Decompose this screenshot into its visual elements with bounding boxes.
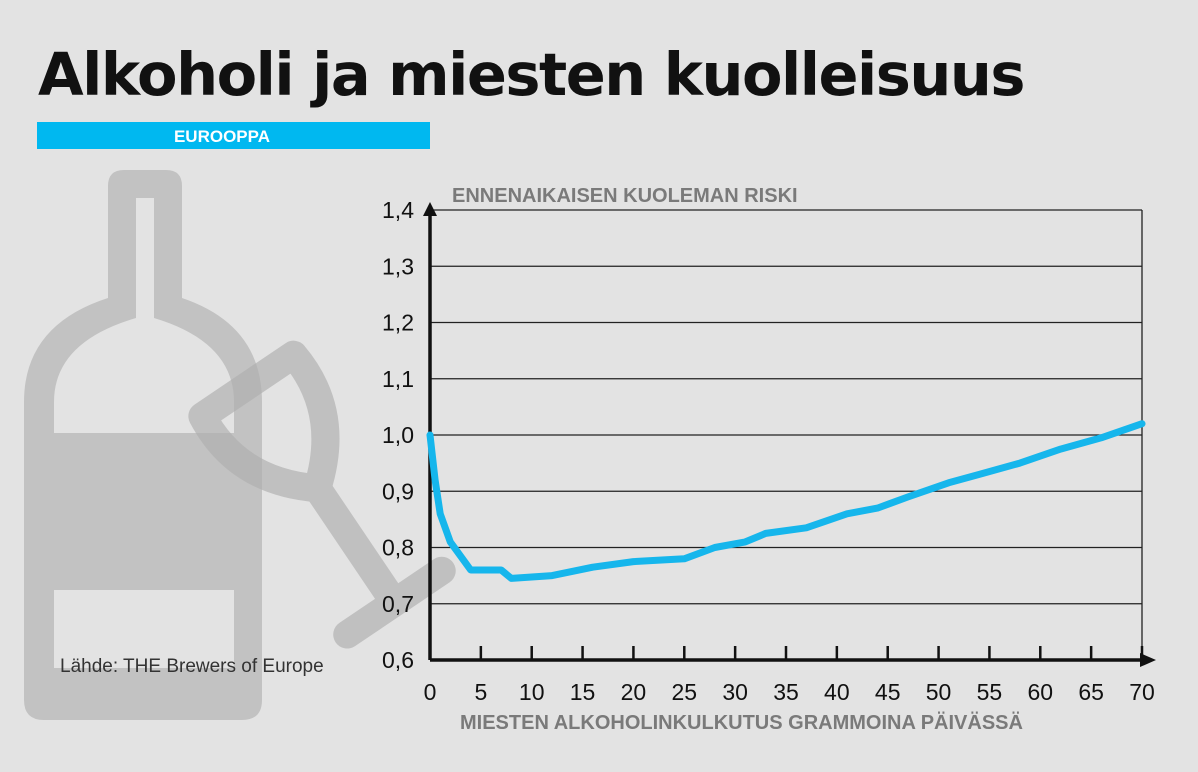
y-tick-label: 0,6 bbox=[382, 647, 414, 673]
x-tick-label: 60 bbox=[1027, 679, 1053, 705]
y-tick-label: 1,0 bbox=[382, 422, 414, 448]
series bbox=[426, 420, 1146, 582]
x-tick-label: 20 bbox=[621, 679, 647, 705]
y-tick-label: 1,2 bbox=[382, 310, 414, 336]
x-tick-label: 70 bbox=[1129, 679, 1155, 705]
x-axis-arrow bbox=[1140, 653, 1156, 667]
x-tick-label: 40 bbox=[824, 679, 850, 705]
y-tick-label: 1,3 bbox=[382, 253, 414, 279]
series-line-0 bbox=[426, 420, 1146, 582]
y-tick-label: 0,7 bbox=[382, 591, 414, 617]
x-tick-label: 30 bbox=[722, 679, 748, 705]
subtitle-bar bbox=[37, 122, 430, 149]
x-tick-labels: 0 5 10 15 20 25 30 35 40 45 50 55 60 65 70 bbox=[424, 679, 1155, 705]
y-tick-label: 1,4 bbox=[382, 197, 414, 223]
x-tick-label: 5 bbox=[474, 679, 487, 705]
x-tick-label: 15 bbox=[570, 679, 596, 705]
x-tick-label: 50 bbox=[926, 679, 952, 705]
x-tick-label: 10 bbox=[519, 679, 545, 705]
x-tick-label: 0 bbox=[424, 679, 437, 705]
y-tick-label: 0,9 bbox=[382, 478, 414, 504]
y-tick-label: 1,1 bbox=[382, 366, 414, 392]
y-tick-labels: 0,6 0,7 0,8 0,9 1,0 1,1 1,2 1,3 1,4 bbox=[382, 197, 414, 673]
page-title: Alkoholi ja miesten kuolleisuus bbox=[38, 40, 1024, 109]
y-tick-label: 0,8 bbox=[382, 535, 414, 561]
x-tick-label: 25 bbox=[671, 679, 697, 705]
wine-bottle-icon bbox=[24, 170, 262, 720]
wine-glass-icon bbox=[188, 340, 456, 649]
x-tick-label: 55 bbox=[977, 679, 1003, 705]
x-tick-label: 35 bbox=[773, 679, 799, 705]
source-credit: Lähde: THE Brewers of Europe bbox=[60, 656, 324, 677]
x-axis-title: MIESTEN ALKOHOLINKULKUTUS GRAMMOINA PÄIV… bbox=[460, 711, 1023, 734]
subtitle: EUROOPPA bbox=[174, 127, 270, 146]
x-tick-label: 45 bbox=[875, 679, 901, 705]
grid-lines bbox=[430, 209, 1143, 660]
y-axis-arrow bbox=[423, 202, 437, 216]
y-axis-title: ENNENAIKAISEN KUOLEMAN RISKI bbox=[452, 185, 798, 207]
x-tick-label: 65 bbox=[1078, 679, 1104, 705]
